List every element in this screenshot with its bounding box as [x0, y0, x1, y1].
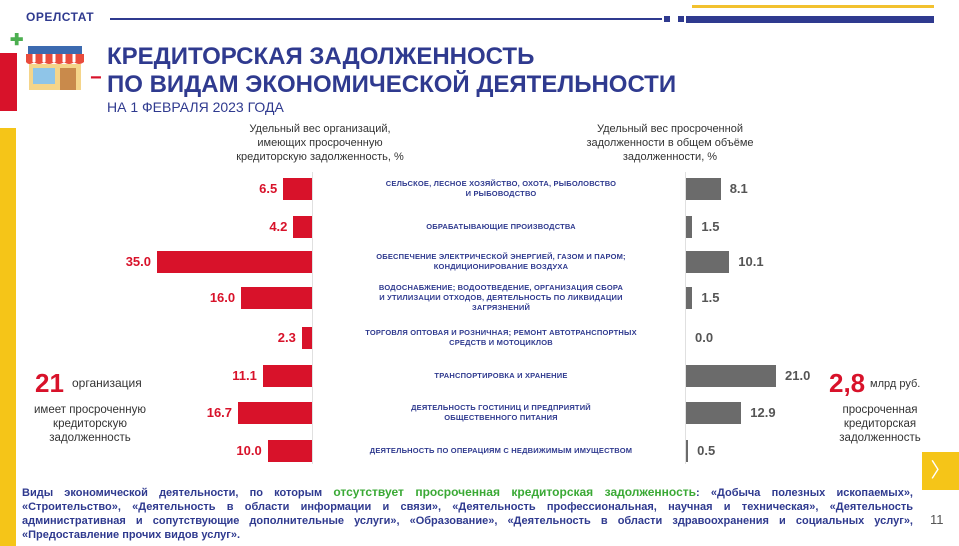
left-bar-label: 16.7: [206, 405, 233, 420]
right-header-line: задолженности в общем объёме: [586, 137, 754, 149]
org-label: ОРЕЛСТАТ: [26, 10, 95, 24]
category-label-line: И УТИЛИЗАЦИИ ОТХОДОВ, ДЕЯТЕЛЬНОСТЬ ПО ЛИ…: [379, 293, 623, 302]
category-label-line: ВОДОСНАБЖЕНИЕ; ВОДООТВЕДЕНИЕ, ОРГАНИЗАЦИ…: [378, 283, 624, 292]
right-header-line: задолженности, %: [622, 151, 718, 163]
category-label-line: ТРАНСПОРТИРОВКА И ХРАНЕНИЕ: [434, 371, 568, 380]
category-label-line: ТОРГОВЛЯ ОПТОВАЯ И РОЗНИЧНАЯ; РЕМОНТ АВТ…: [365, 328, 637, 337]
category-label: ОБРАБАТЫВАЮЩИЕ ПРОИЗВОДСТВА: [318, 222, 684, 232]
page-title-line2: ПО ВИДАМ ЭКОНОМИЧЕСКОЙ ДЕЯТЕЛЬНОСТИ: [107, 71, 677, 98]
footnote-part2: : «Добыча полезных ископаемых», «Строите…: [22, 487, 913, 541]
chevron-right-icon: 〉: [930, 460, 951, 482]
right-callout-number: 2,8: [829, 368, 866, 398]
page-title-line1: КРЕДИТОРСКАЯ ЗАДОЛЖЕННОСТЬ: [107, 43, 535, 70]
left-bar-label: 16.0: [209, 290, 236, 305]
right-bar-label: 1.5: [701, 219, 720, 234]
right-bar-label: 12.9: [750, 405, 776, 420]
category-label-line: ОБЕСПЕЧЕНИЕ ЭЛЕКТРИЧЕСКОЙ ЭНЕРГИЕЙ, ГАЗО…: [376, 252, 626, 261]
minus-icon: −: [90, 67, 102, 89]
left-bar: [241, 287, 312, 309]
footnote-part1: Виды экономической деятельности, по кото…: [22, 487, 334, 499]
plus-icon: ✚: [10, 32, 24, 49]
left-bar: [283, 178, 312, 200]
left-header-line: Удельный вес организаций,: [249, 123, 391, 135]
category-label: ТОРГОВЛЯ ОПТОВАЯ И РОЗНИЧНАЯ; РЕМОНТ АВТ…: [318, 328, 684, 348]
left-callout-number: 21: [35, 368, 64, 398]
header-square: [664, 16, 670, 22]
category-label-line: И РЫБОВОДСТВО: [465, 189, 537, 198]
left-callout-unit: организация: [72, 376, 142, 390]
next-slide-button[interactable]: 〉: [922, 452, 959, 490]
left-bar: [262, 365, 312, 387]
left-bar: [238, 402, 312, 424]
right-callout-line: просроченная: [842, 404, 918, 416]
chart-axis-left: [312, 172, 313, 464]
left-bar: [267, 440, 312, 462]
right-bar: [686, 251, 730, 273]
left-callout-line: имеет просроченную: [34, 404, 146, 416]
category-label: ДЕЯТЕЛЬНОСТЬ ПО ОПЕРАЦИЯМ С НЕДВИЖИМЫМ И…: [318, 446, 684, 456]
category-label-line: ЗАГРЯЗНЕНИЙ: [471, 303, 531, 312]
category-label: ВОДОСНАБЖЕНИЕ; ВОДООТВЕДЕНИЕ, ОРГАНИЗАЦИ…: [318, 283, 684, 313]
left-bar: [293, 216, 312, 238]
right-callout-line: задолженность: [839, 432, 921, 444]
right-column-header: Удельный вес просроченной задолженности …: [560, 122, 780, 164]
right-bar: [686, 287, 693, 309]
right-bar: [686, 216, 693, 238]
right-callout-line: кредиторская: [843, 418, 917, 430]
header-line: [110, 18, 662, 20]
left-bar: [157, 251, 312, 273]
chart-axis-right: [685, 172, 686, 464]
right-header-line: Удельный вес просроченной: [597, 123, 743, 135]
left-bar-label: 11.1: [232, 368, 257, 383]
page-subtitle: НА 1 ФЕВРАЛЯ 2023 ГОДА: [107, 99, 284, 115]
category-label-line: КОНДИЦИОНИРОВАНИЕ ВОЗДУХА: [433, 262, 569, 271]
left-bar-label: 10.0: [236, 443, 262, 458]
right-bar-label: 21.0: [785, 368, 811, 383]
store-icon: [24, 42, 86, 97]
left-header-line: кредиторскую задолженность, %: [236, 151, 404, 163]
category-label: ДЕЯТЕЛЬНОСТЬ ГОСТИНИЦ И ПРЕДПРИЯТИЙ ОБЩЕС…: [318, 403, 684, 423]
side-red-strip: [0, 53, 17, 111]
left-column-header: Удельный вес организаций, имеющих просро…: [205, 122, 435, 164]
category-label-line: ОБЩЕСТВЕННОГО ПИТАНИЯ: [444, 413, 558, 422]
header-square: [678, 16, 684, 22]
right-bar-label: 1.5: [701, 290, 720, 305]
category-label-line: ДЕЯТЕЛЬНОСТЬ ПО ОПЕРАЦИЯМ С НЕДВИЖИМЫМ И…: [369, 446, 633, 455]
category-label: ТРАНСПОРТИРОВКА И ХРАНЕНИЕ: [318, 371, 684, 381]
right-bar-label: 0.5: [697, 443, 716, 458]
right-bar: [686, 440, 689, 462]
left-callout-text: имеет просроченную кредиторскую задолжен…: [20, 403, 160, 445]
left-bar: [301, 327, 312, 349]
footnote: Виды экономической деятельности, по кото…: [22, 485, 913, 542]
right-callout-unit: млрд руб.: [870, 378, 921, 390]
left-bar-label: 6.5: [259, 181, 278, 196]
header-bar: [686, 16, 934, 23]
category-label: ОБЕСПЕЧЕНИЕ ЭЛЕКТРИЧЕСКОЙ ЭНЕРГИЕЙ, ГАЗО…: [318, 252, 684, 272]
category-label: СЕЛЬСКОЕ, ЛЕСНОЕ ХОЗЯЙСТВО, ОХОТА, РЫБОЛ…: [318, 179, 684, 199]
category-label-line: СЕЛЬСКОЕ, ЛЕСНОЕ ХОЗЯЙСТВО, ОХОТА, РЫБОЛ…: [385, 179, 617, 188]
category-label-line: ОБРАБАТЫВАЮЩИЕ ПРОИЗВОДСТВА: [426, 222, 576, 231]
left-callout-line: задолженность: [49, 432, 131, 444]
left-bar-label: 4.2: [269, 219, 288, 234]
right-bar: [686, 365, 776, 387]
header-gold-line: [692, 5, 934, 8]
right-bar-label: 10.1: [738, 254, 764, 269]
right-bar-label: 8.1: [729, 181, 748, 196]
left-bar-label: 2.3: [277, 330, 296, 345]
page-number: 11: [930, 512, 944, 527]
left-bar-label: 35.0: [125, 254, 151, 269]
right-bar: [686, 402, 742, 424]
right-callout-text: просроченная кредиторская задолженность: [818, 403, 942, 445]
right-bar: [686, 178, 721, 200]
category-label-line: ДЕЯТЕЛЬНОСТЬ ГОСТИНИЦ И ПРЕДПРИЯТИЙ: [411, 403, 591, 412]
right-bar-label: 0.0: [695, 330, 714, 345]
left-callout-line: кредиторскую: [53, 418, 127, 430]
left-header-line: имеющих просроченную: [257, 137, 383, 149]
category-label-line: СРЕДСТВ И МОТОЦИКЛОВ: [449, 338, 553, 347]
footnote-highlight: отсутствует просроченная кредиторская за…: [333, 485, 697, 499]
side-yellow-strip: [0, 128, 16, 546]
